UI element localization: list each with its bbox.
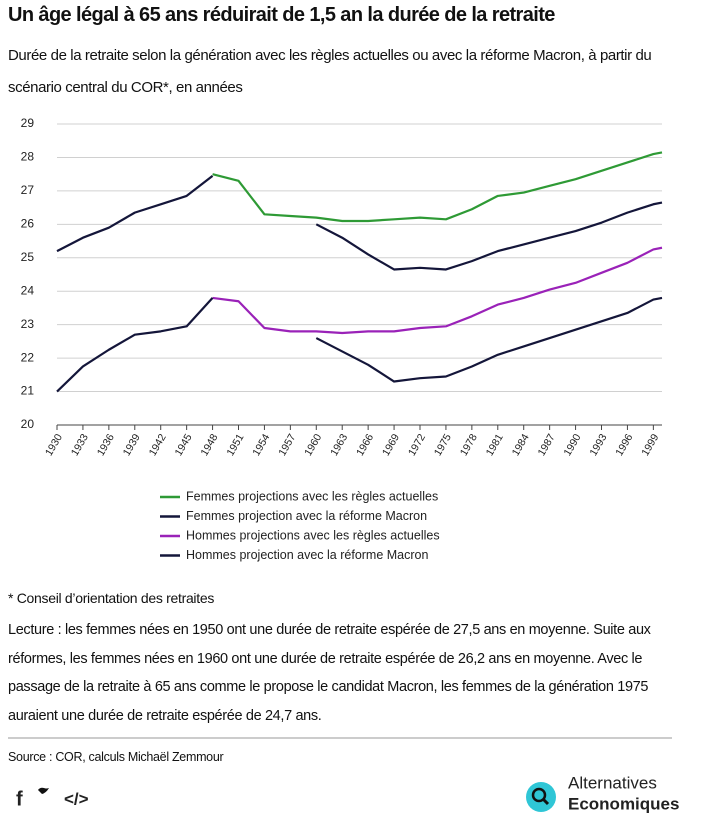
brand-logo bbox=[526, 782, 556, 812]
legend-label: Femmes projection avec la réforme Macron bbox=[186, 509, 427, 523]
x-tick-label: 1936 bbox=[95, 432, 117, 458]
x-tick-label: 1951 bbox=[224, 432, 246, 458]
twitter-icon[interactable] bbox=[38, 787, 49, 794]
series-line bbox=[56, 297, 214, 393]
x-tick-label: 1948 bbox=[199, 432, 221, 458]
x-tick-label: 1957 bbox=[276, 432, 298, 458]
x-tick-label: 1975 bbox=[432, 432, 454, 458]
x-tick-label: 1942 bbox=[147, 432, 169, 458]
chart-subtitle: Durée de la retraite selon la génération… bbox=[8, 47, 652, 96]
series-line bbox=[212, 151, 663, 223]
x-tick-label: 1966 bbox=[354, 432, 376, 458]
series-line bbox=[315, 296, 663, 383]
brand-logo-lens bbox=[531, 787, 547, 803]
x-tick-label: 1981 bbox=[484, 432, 506, 458]
y-tick-label: 26 bbox=[21, 217, 35, 231]
brand-logo-handle bbox=[541, 797, 550, 806]
series-line bbox=[212, 246, 663, 335]
x-tick-label: 1972 bbox=[406, 432, 428, 458]
x-tick-label: 1993 bbox=[587, 432, 609, 458]
x-tick-label: 1990 bbox=[562, 432, 584, 458]
y-tick-label: 22 bbox=[21, 350, 35, 364]
chart-title: Un âge légal à 65 ans réduirait de 1,5 a… bbox=[8, 4, 555, 26]
legend-label: Femmes projections avec les règles actue… bbox=[186, 489, 438, 503]
y-tick-label: 28 bbox=[21, 150, 35, 164]
y-tick-label: 29 bbox=[21, 116, 35, 130]
brand-name: Alternatives bbox=[568, 773, 657, 792]
facebook-icon[interactable]: f bbox=[16, 788, 23, 810]
legend-label: Hommes projections avec les règles actue… bbox=[186, 528, 440, 542]
y-tick-label: 23 bbox=[21, 317, 35, 331]
x-tick-label: 1996 bbox=[613, 432, 635, 458]
x-tick-label: 1930 bbox=[43, 432, 65, 458]
reading-note: Lecture : les femmes nées en 1950 ont un… bbox=[8, 622, 651, 724]
x-tick-label: 1984 bbox=[510, 432, 532, 458]
embed-icon[interactable]: </> bbox=[64, 789, 89, 808]
series-line bbox=[56, 174, 214, 253]
y-tick-label: 27 bbox=[21, 183, 35, 197]
y-tick-label: 24 bbox=[21, 283, 35, 297]
x-tick-label: 1987 bbox=[536, 432, 558, 458]
y-tick-label: 20 bbox=[21, 417, 35, 431]
footnote: * Conseil d’orientation des retraites bbox=[8, 590, 215, 606]
x-tick-label: 1969 bbox=[380, 432, 402, 458]
y-tick-label: 21 bbox=[21, 384, 35, 398]
x-tick-label: 1978 bbox=[458, 432, 480, 458]
x-tick-label: 1939 bbox=[121, 432, 143, 458]
source: Source : COR, calculs Michaël Zemmour bbox=[8, 750, 224, 764]
x-tick-label: 1960 bbox=[302, 432, 324, 458]
x-tick-label: 1945 bbox=[173, 432, 195, 458]
x-tick-label: 1954 bbox=[250, 432, 272, 458]
x-tick-label: 1933 bbox=[69, 432, 91, 458]
legend-label: Hommes projection avec la réforme Macron bbox=[186, 548, 428, 562]
x-tick-label: 1999 bbox=[639, 432, 661, 458]
y-tick-label: 25 bbox=[21, 250, 35, 264]
series-line bbox=[315, 201, 663, 271]
x-tick-label: 1963 bbox=[328, 432, 350, 458]
brand-name: Economiques bbox=[568, 794, 679, 813]
